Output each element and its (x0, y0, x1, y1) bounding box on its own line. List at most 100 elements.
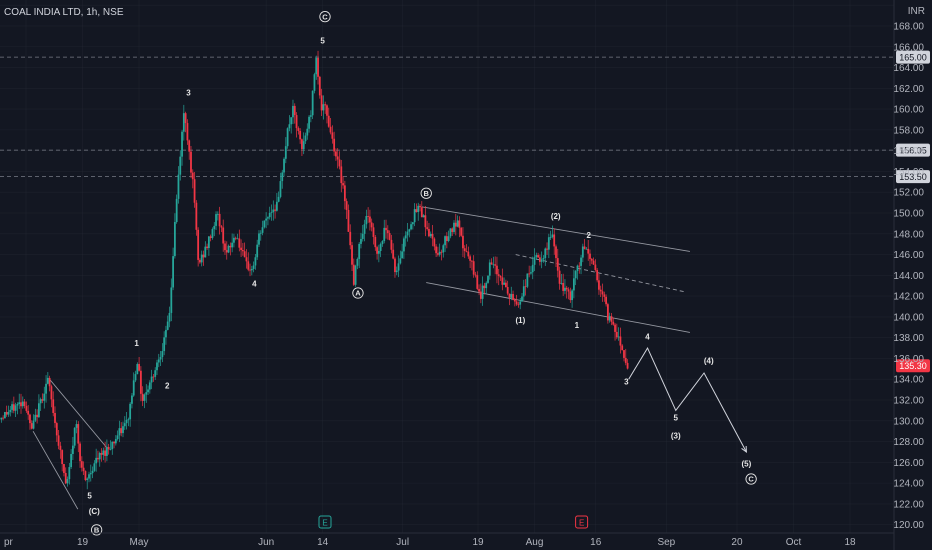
candle-body (471, 260, 473, 262)
circled-label: C (748, 475, 754, 484)
candle-body (522, 286, 525, 297)
candle-body (55, 423, 58, 436)
candle-body (517, 304, 520, 306)
candle-body (549, 237, 552, 238)
earnings-marker-label: E (579, 519, 584, 528)
candle-body (313, 74, 316, 91)
candle-body (80, 461, 83, 468)
candle-body (5, 412, 8, 415)
candles (0, 50, 629, 490)
candle-body (327, 115, 330, 127)
candle-body (367, 216, 370, 217)
candle-body (272, 209, 275, 213)
chart-title: COAL INDIA LTD, 1h, NSE (4, 7, 124, 18)
candle-body (601, 291, 604, 295)
candle-body (501, 277, 504, 285)
candle-body (506, 287, 509, 294)
candle-body (463, 248, 466, 251)
projection-line (628, 346, 747, 453)
candle-body (445, 236, 448, 241)
candle-body (30, 423, 33, 429)
candle-body (558, 270, 561, 284)
y-axis[interactable]: 120.00 122.00 124.00 126.00 128.00 130.00 132.… (893, 21, 924, 531)
candle-body (52, 399, 55, 413)
candle-body (48, 377, 51, 387)
candle-body (227, 245, 230, 253)
candle-body (231, 242, 234, 248)
wave-label: 4 (645, 333, 650, 342)
candle-body (199, 259, 201, 263)
wave-label: 1 (134, 339, 139, 348)
candle-body (478, 288, 480, 292)
candle-body (143, 394, 146, 401)
candle-body (238, 238, 241, 248)
candle-body (435, 246, 438, 254)
candle-body (41, 399, 44, 401)
candle-body (27, 410, 30, 415)
y-tick-label: 146.00 (893, 250, 924, 261)
candle-body (336, 156, 339, 160)
candle-body (243, 251, 246, 258)
candle-body (324, 104, 327, 106)
y-tick-label: 160.00 (893, 105, 924, 116)
wave-label: 3 (186, 88, 191, 97)
candle-body (580, 257, 582, 266)
candle-body (270, 212, 273, 214)
currency-label: INR (908, 6, 925, 17)
candle-body (111, 441, 114, 450)
candle-body (571, 290, 574, 301)
candle-body (451, 228, 454, 232)
candle-body (428, 228, 430, 237)
candle-body (258, 233, 260, 245)
candle-body (97, 457, 99, 460)
candle-body (166, 321, 169, 330)
y-tick-label: 136.00 (893, 354, 924, 365)
candle-body (474, 274, 477, 276)
circled-label: A (355, 289, 361, 298)
y-tick-label: 150.00 (893, 208, 924, 219)
candle-body (483, 285, 486, 289)
candle-body (530, 272, 532, 274)
candle-body (279, 181, 282, 197)
candle-body (182, 113, 185, 132)
candle-body (302, 141, 305, 150)
candle-body (12, 404, 15, 411)
wave-label: (3) (671, 431, 681, 440)
candle-body (467, 251, 470, 257)
y-tick-label: 164.00 (893, 63, 924, 74)
candle-body (453, 222, 455, 232)
projection-arrowhead (741, 445, 747, 453)
x-tick-label: Jun (258, 537, 274, 548)
candle-body (233, 237, 235, 243)
candle-body (401, 251, 404, 259)
candle-body (4, 412, 6, 419)
candle-body (487, 275, 489, 283)
candle-body (82, 467, 85, 472)
candle-body (116, 435, 119, 440)
candle-body (263, 220, 266, 228)
candle-body (626, 362, 629, 369)
candle-body (267, 217, 269, 219)
candle-body (426, 227, 429, 229)
candle-body (147, 389, 149, 393)
candle-body (551, 234, 554, 238)
candle-body (599, 289, 602, 292)
x-axis[interactable]: pr 19 May Jun 14 Jul 19 Aug 16 Sep 20 Oct 18 (4, 537, 856, 548)
candle-body (293, 105, 296, 116)
candle-body (25, 406, 28, 411)
candle-body (596, 270, 599, 281)
y-tick-label: 142.00 (893, 292, 924, 303)
x-tick-label: 18 (844, 537, 856, 548)
candle-body (504, 282, 507, 288)
candle-body (61, 450, 64, 465)
candle-body (605, 296, 607, 305)
candle-body (335, 151, 337, 157)
candle-body (89, 473, 92, 475)
candle-body (565, 287, 568, 290)
candle-body (277, 196, 280, 202)
candle-body (598, 280, 600, 290)
candle-body (224, 243, 226, 251)
